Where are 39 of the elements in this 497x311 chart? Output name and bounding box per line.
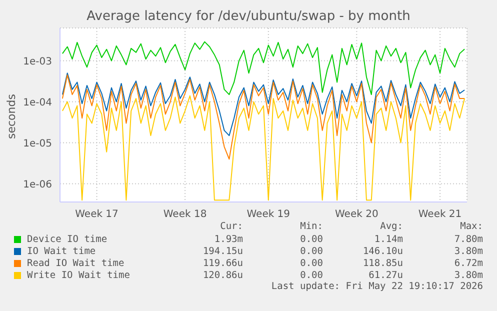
legend-label: Read IO Wait time [27,258,124,268]
text: 0.00 [299,246,323,256]
legend-label: Write IO Wait time [27,270,130,280]
y-tick-label: 1e-04 [23,97,52,108]
text: 0.00 [299,270,323,280]
text: 3.80m [453,270,483,280]
text: 118.85u [362,258,403,268]
text: 7.80m [453,234,483,244]
text: 119.66u [202,258,243,268]
text: Cur: [219,221,243,233]
y-axis-title: seconds [4,94,18,138]
x-tick-label: Week 21 [418,209,462,220]
legend-label: IO Wait time [27,246,96,256]
text: 120.86u [202,270,243,280]
line-series [62,72,466,136]
y-tick-label: 1e-03 [23,56,52,68]
y-tick-label: 1e-06 [23,179,52,190]
text: 3.80m [453,246,483,256]
text: 194.15u [202,246,243,256]
text: 0.00 [299,234,323,244]
x-tick-label: Week 17 [75,209,118,220]
text: 6.72m [453,258,483,268]
text: Min: [299,221,323,233]
x-tick-label: Week 19 [246,209,290,220]
text: Last update: Fri May 22 19:10:17 2026 [270,281,483,293]
line-series [62,41,466,96]
text: Avg: [379,221,403,233]
y-tick-label: 1e-05 [23,138,52,150]
text: Max: [459,221,483,233]
legend-label: Device IO time [27,234,108,244]
x-tick-label: Week 18 [163,209,207,220]
text: 0.00 [299,258,323,268]
x-tick-label: Week 20 [335,209,378,220]
chart-title: Average latency for /dev/ubuntu/swap - by month [86,9,412,24]
line-series [62,74,466,160]
text: 61.27u [368,270,403,280]
text: 1.14m [373,234,403,244]
text: 146.10u [362,246,403,256]
text: 1.93m [213,234,243,244]
